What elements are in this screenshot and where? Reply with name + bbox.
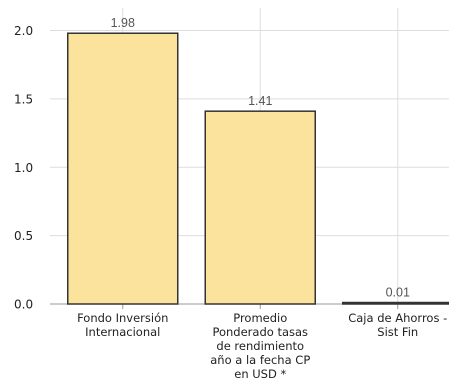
category-label-line: Promedio bbox=[233, 311, 287, 325]
category-label-line: Caja de Ahorros - bbox=[348, 311, 447, 325]
category-label: Promedio Ponderado tasas de rendimiento año… bbox=[210, 311, 310, 381]
category-label: Fondo Inversión Internacional bbox=[77, 311, 168, 339]
category-label-line: año a la fecha CP bbox=[210, 353, 310, 367]
category-label-line: Fondo Inversión bbox=[77, 311, 168, 325]
bar[interactable] bbox=[204, 110, 316, 305]
category-label-line: de rendimiento bbox=[216, 339, 304, 353]
y-tick-label: 0.0 bbox=[14, 298, 33, 312]
bars-layer bbox=[67, 32, 449, 305]
data-label: 1.41 bbox=[248, 94, 272, 108]
y-tick-label: 2.0 bbox=[14, 24, 33, 38]
category-label-line: en USD * bbox=[234, 367, 286, 381]
bar[interactable] bbox=[342, 301, 449, 305]
y-tick-label: 1.0 bbox=[14, 161, 33, 175]
bar[interactable] bbox=[67, 32, 179, 305]
category-label: Caja de Ahorros -Sist Fin bbox=[348, 311, 447, 339]
category-label-line: Ponderado tasas bbox=[212, 325, 308, 339]
y-tick-label: 1.5 bbox=[14, 92, 33, 106]
data-label: 0.01 bbox=[386, 286, 410, 300]
labels-layer: 1.98 1.41 0.01 Fondo Inversión Internacional… bbox=[77, 16, 447, 381]
category-label-line: Internacional bbox=[85, 325, 160, 339]
data-label: 1.98 bbox=[111, 16, 135, 30]
y-tick-label: 0.5 bbox=[14, 229, 33, 243]
category-label-line: Sist Fin bbox=[377, 325, 418, 339]
